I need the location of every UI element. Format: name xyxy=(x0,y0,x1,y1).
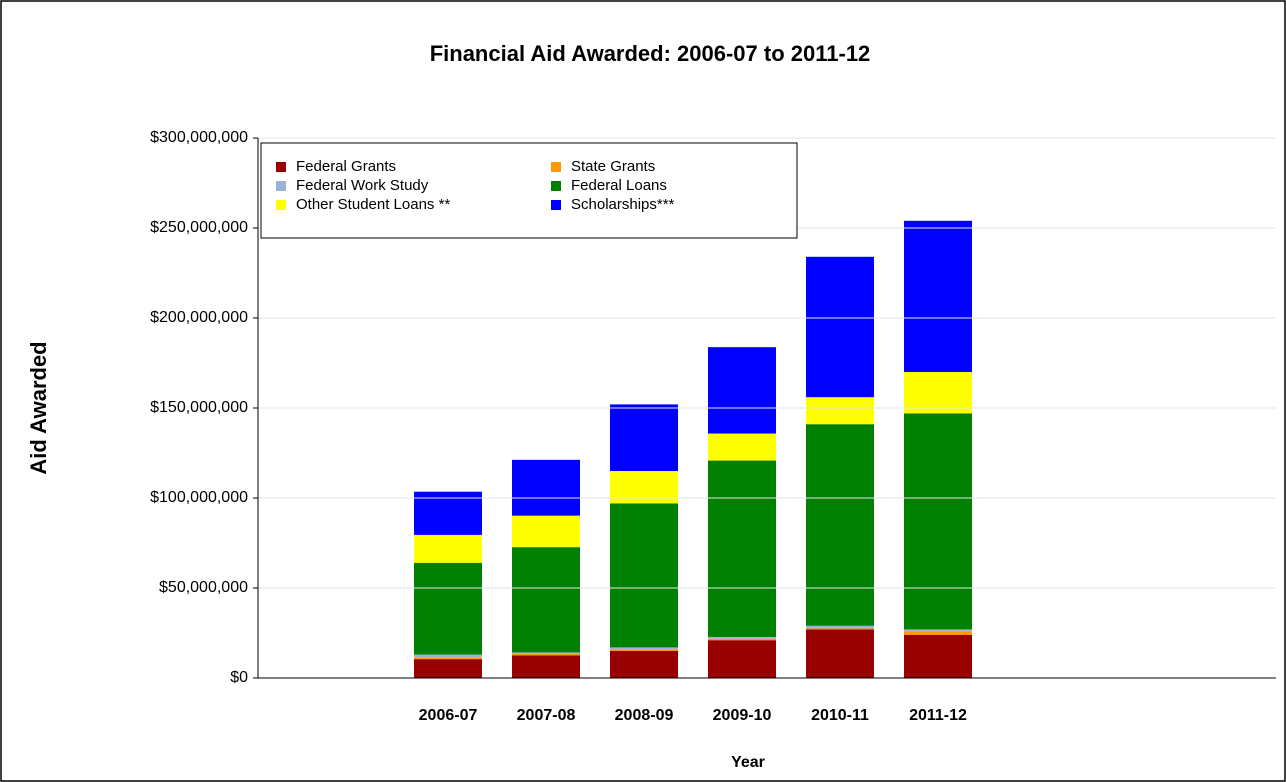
bar-segment xyxy=(610,651,678,678)
bar-segment xyxy=(904,634,972,678)
bar-segment xyxy=(708,433,776,461)
legend-swatch xyxy=(276,181,286,191)
legend-swatch xyxy=(276,162,286,172)
y-tick-label: $100,000,000 xyxy=(150,489,248,506)
bar-segment xyxy=(904,629,972,632)
x-tick-label: 2007-08 xyxy=(517,707,576,724)
bar-segment xyxy=(806,256,874,398)
bar-segment xyxy=(414,534,482,563)
bar-segment xyxy=(610,471,678,504)
bar-segment xyxy=(414,562,482,655)
bar-segment xyxy=(610,649,678,651)
legend-label: Federal Loans xyxy=(571,177,667,194)
bar-segment xyxy=(806,625,874,629)
bar-segment xyxy=(414,659,482,678)
bar-segment xyxy=(904,631,972,635)
bar-segment xyxy=(806,397,874,425)
x-tick-label: 2009-10 xyxy=(713,707,772,724)
bar-segment xyxy=(708,640,776,678)
bar-segment xyxy=(414,491,482,535)
legend-label: Federal Work Study xyxy=(296,177,429,194)
bar-segment xyxy=(512,547,580,653)
bar-segment xyxy=(512,653,580,656)
bar-segment xyxy=(708,638,776,641)
bar-segment xyxy=(512,652,580,654)
legend-label: Federal Grants xyxy=(296,158,396,175)
x-tick-label: 2006-07 xyxy=(419,707,478,724)
y-axis-title: Aid Awarded xyxy=(26,341,51,474)
bar-segment xyxy=(414,654,482,658)
x-axis-title: Year xyxy=(731,754,765,771)
chart-title: Financial Aid Awarded: 2006-07 to 2011-1… xyxy=(430,41,871,66)
bar-segment xyxy=(806,629,874,678)
bar-segment xyxy=(806,424,874,626)
bar-segment xyxy=(414,657,482,660)
bar-segment xyxy=(806,628,874,630)
bar-segment xyxy=(904,220,972,372)
bar-segment xyxy=(708,636,776,639)
bar-segment xyxy=(610,647,678,650)
y-tick-label: $200,000,000 xyxy=(150,309,248,326)
legend-swatch xyxy=(551,181,561,191)
legend-label: State Grants xyxy=(571,158,655,175)
bar-segment xyxy=(512,655,580,678)
bar-segment xyxy=(904,413,972,630)
bar-segment xyxy=(708,460,776,637)
y-tick-label: $0 xyxy=(230,669,248,686)
y-tick-label: $50,000,000 xyxy=(159,579,248,596)
bar-segment xyxy=(904,372,972,414)
y-tick-label: $300,000,000 xyxy=(150,129,248,146)
bar-segment xyxy=(512,515,580,548)
bar-segment xyxy=(512,459,580,516)
y-tick-label: $250,000,000 xyxy=(150,219,248,236)
legend-box xyxy=(260,142,798,239)
legend-swatch xyxy=(276,200,286,210)
x-tick-label: 2010-11 xyxy=(811,707,869,724)
legend-swatch xyxy=(551,200,561,210)
bar-segment xyxy=(708,347,776,434)
x-tick-label: 2008-09 xyxy=(615,707,674,724)
y-tick-label: $150,000,000 xyxy=(150,399,248,416)
bar-segment xyxy=(610,503,678,648)
legend-label: Scholarships*** xyxy=(571,196,675,213)
legend-swatch xyxy=(551,162,561,172)
bar-segment xyxy=(610,404,678,471)
legend-label: Other Student Loans ** xyxy=(296,196,450,213)
x-tick-label: 2011-12 xyxy=(909,707,967,724)
